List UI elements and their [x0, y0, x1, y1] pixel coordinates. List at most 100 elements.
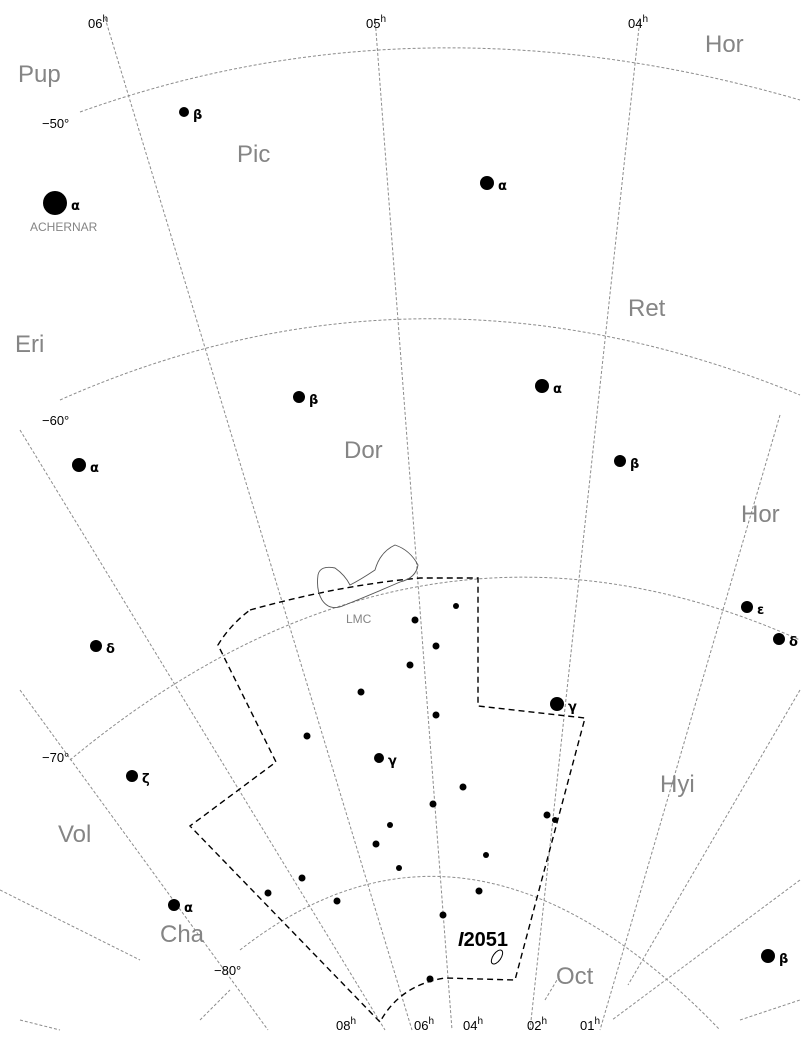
ra-line — [739, 999, 801, 1021]
star-greek-label: ζ — [142, 772, 150, 787]
lmc-label: LMC — [346, 612, 372, 626]
ra-label: 01h — [580, 1016, 600, 1033]
star — [761, 949, 775, 963]
star-greek-label: β — [193, 108, 202, 123]
star — [43, 191, 67, 215]
ra-line — [0, 889, 141, 961]
ra-line — [104, 17, 413, 1031]
star — [550, 697, 564, 711]
constellation-label: Hor — [705, 31, 744, 58]
ra-line — [19, 1019, 61, 1031]
star — [480, 176, 494, 190]
object-label: I2051 — [458, 929, 508, 951]
constellation-label: Dor — [344, 437, 383, 464]
star-greek-label: β — [779, 952, 788, 967]
ra-line — [199, 989, 231, 1021]
ra-line — [599, 414, 781, 1031]
constellation-label: Pup — [18, 61, 61, 88]
dec-label: −60° — [42, 413, 69, 428]
star — [396, 865, 402, 871]
star — [374, 753, 384, 763]
constellation-label: Pic — [237, 141, 270, 168]
star-greek-label: α — [184, 901, 193, 916]
star — [126, 770, 138, 782]
star-greek-label: δ — [106, 642, 115, 657]
star — [303, 732, 311, 740]
labels: α β α β α β α δ ζ α ε δ γ γ β Pup Hor Pic Eri Ret Dor Hor Vol H… — [15, 14, 798, 1033]
star — [333, 897, 341, 905]
constellation-label: Cha — [160, 921, 205, 948]
star — [552, 817, 558, 823]
boundary-outline — [188, 577, 586, 1024]
star — [429, 800, 437, 808]
dec-arc-50 — [79, 47, 801, 113]
star — [475, 887, 483, 895]
lmc-outline — [317, 544, 419, 609]
star-greek-label: α — [71, 199, 80, 214]
dec-grid-arcs — [59, 47, 801, 1031]
star — [72, 458, 86, 472]
star — [432, 711, 440, 719]
stars — [43, 107, 785, 983]
star — [179, 107, 189, 117]
dec-arc-70 — [69, 576, 801, 761]
star — [773, 633, 785, 645]
star — [453, 603, 459, 609]
star — [439, 911, 447, 919]
star — [614, 455, 626, 467]
constellation-label: Oct — [556, 963, 594, 990]
galaxy-i2051-icon — [490, 949, 504, 965]
ra-label: 02h — [527, 1016, 547, 1033]
star — [426, 975, 434, 983]
star — [372, 840, 380, 848]
constellation-label: Eri — [15, 331, 44, 358]
ra-line — [627, 689, 801, 986]
ra-label: 06h — [414, 1016, 434, 1033]
star-greek-label: ε — [757, 603, 764, 618]
constellation-label: Hyi — [660, 771, 695, 798]
ra-label: 04h — [463, 1016, 483, 1033]
star-greek-label: α — [553, 382, 562, 397]
star-name-achernar: ACHERNAR — [30, 220, 98, 234]
ra-line — [19, 429, 386, 1031]
star — [543, 811, 551, 819]
star — [483, 852, 489, 858]
star — [293, 391, 305, 403]
star — [90, 640, 102, 652]
star — [168, 899, 180, 911]
ra-line — [19, 689, 269, 1031]
dec-arc-60 — [59, 318, 801, 401]
star — [432, 642, 440, 650]
constellation-label: Hor — [741, 501, 780, 528]
ra-line — [529, 17, 641, 1031]
dec-label: −50° — [42, 116, 69, 131]
star — [459, 783, 467, 791]
star — [406, 661, 414, 669]
star — [298, 874, 306, 882]
constellation-label: Vol — [58, 821, 91, 848]
ra-label: 05h — [366, 14, 386, 31]
star — [535, 379, 549, 393]
star — [387, 822, 393, 828]
star-greek-label: δ — [789, 635, 798, 650]
dec-label: −70° — [42, 750, 69, 765]
ra-grid-lines — [0, 17, 801, 1031]
ra-line — [374, 17, 453, 1031]
star-greek-label: β — [309, 393, 318, 408]
star-greek-label: α — [498, 179, 507, 194]
ra-label: 04h — [628, 14, 648, 31]
field-boundary — [188, 577, 586, 1024]
star — [264, 889, 272, 897]
star-greek-label: γ — [388, 754, 397, 769]
star-greek-label: β — [630, 457, 639, 472]
star — [357, 688, 365, 696]
constellation-label: Ret — [628, 295, 666, 322]
star — [411, 616, 419, 624]
dec-arc-80 — [239, 875, 721, 1031]
ra-line — [611, 879, 801, 1021]
star-greek-label: α — [90, 461, 99, 476]
dec-label: −80° — [214, 963, 241, 978]
star-greek-label: γ — [568, 700, 577, 715]
